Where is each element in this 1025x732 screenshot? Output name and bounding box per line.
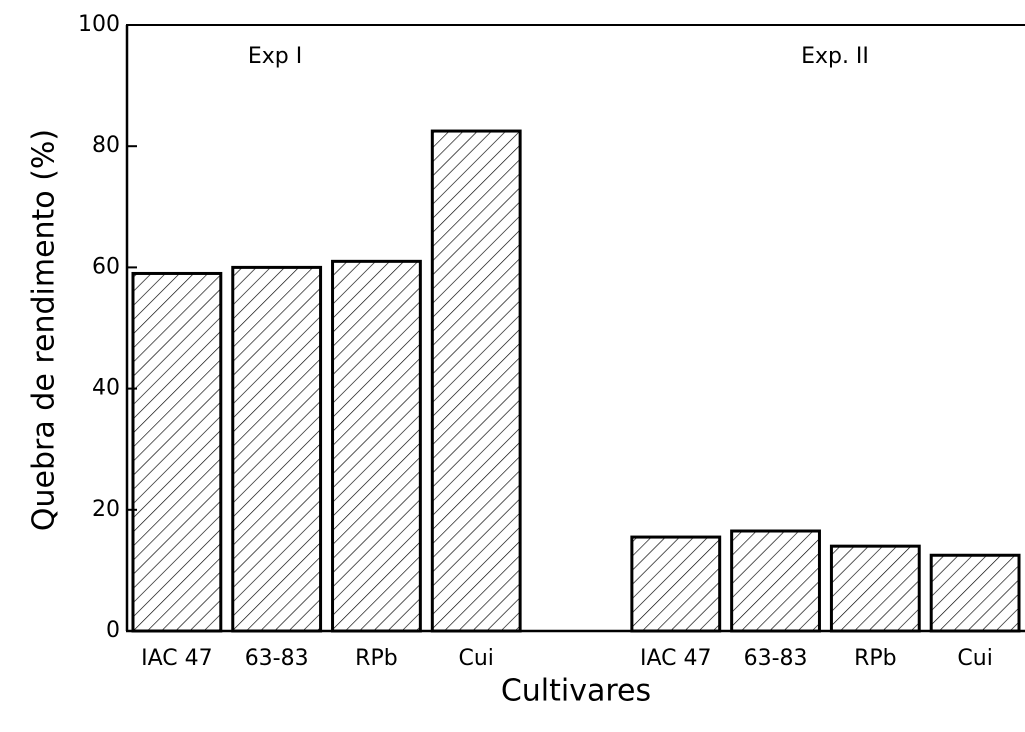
y-tick-label: 60: [92, 254, 120, 279]
x-tick-label: Cui: [957, 646, 992, 671]
x-tick-label: RPb: [355, 646, 398, 671]
x-tick-label: RPb: [854, 646, 897, 671]
y-tick-label: 100: [78, 12, 120, 37]
x-tick-label: IAC 47: [141, 646, 213, 671]
y-tick-label: 40: [92, 376, 120, 401]
bar: [331, 259, 422, 633]
annotation: Exp. II: [801, 44, 869, 69]
y-tick-label: 0: [106, 618, 120, 643]
x-tick-label: IAC 47: [640, 646, 712, 671]
y-axis-title: Quebra de rendimento (%): [27, 129, 62, 531]
bar: [231, 265, 323, 633]
bar: [630, 535, 722, 633]
x-tick-label: 63-83: [245, 646, 309, 671]
bar: [430, 129, 522, 633]
y-tick-label: 80: [92, 133, 120, 158]
x-tick-label: 63-83: [744, 646, 808, 671]
x-axis-title: Cultivares: [501, 674, 651, 709]
annotation: Exp I: [248, 44, 302, 69]
bar: [730, 529, 821, 633]
bar: [929, 553, 1021, 633]
bar: [829, 544, 921, 633]
bar: [131, 271, 223, 633]
x-tick-label: Cui: [459, 646, 494, 671]
y-tick-label: 20: [92, 497, 120, 522]
